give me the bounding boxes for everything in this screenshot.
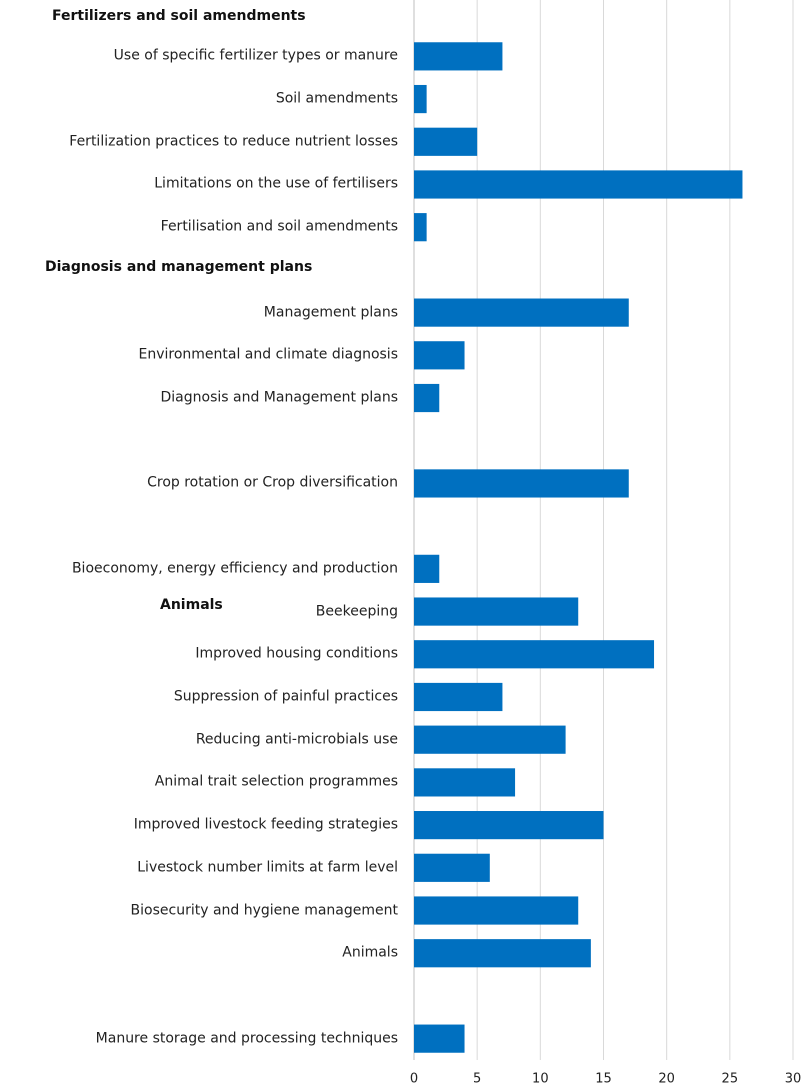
y-tick-label: Environmental and climate diagnosis <box>138 346 398 363</box>
x-tick-label: 10 <box>532 1072 549 1087</box>
y-tick-label: Fertilisation and soil amendments <box>160 218 398 235</box>
y-tick-label: Reducing anti-microbials use <box>195 731 398 748</box>
y-tick-label: Biosecurity and hygiene management <box>130 902 398 919</box>
group-header: Fertilizers and soil amendments <box>52 8 306 24</box>
y-tick-label: Fertilization practices to reduce nutrie… <box>69 133 398 150</box>
y-tick-label: Use of specific fertilizer types or manu… <box>113 47 398 64</box>
y-tick-label: Management plans <box>263 304 398 321</box>
bar <box>414 640 655 669</box>
bar <box>414 127 478 156</box>
bar <box>414 853 490 882</box>
bar <box>414 341 465 370</box>
bar <box>414 84 427 114</box>
bar <box>414 682 503 712</box>
bar <box>414 896 579 925</box>
y-tick-label: Soil amendments <box>275 90 398 107</box>
y-tick-label: Beekeeping <box>315 603 398 620</box>
y-tick-label: Suppression of painful practices <box>173 688 398 705</box>
bar <box>414 42 503 71</box>
bar <box>414 298 629 327</box>
y-tick-label: Improved housing conditions <box>195 645 398 662</box>
x-tick-label: 0 <box>410 1072 418 1087</box>
bar <box>414 213 427 242</box>
bar <box>414 383 440 413</box>
bar <box>414 811 604 840</box>
x-tick-label: 15 <box>595 1072 612 1087</box>
y-tick-label: Limitations on the use of fertilisers <box>154 175 398 192</box>
x-tick-label: 20 <box>658 1072 675 1087</box>
bar <box>414 469 629 498</box>
bar <box>414 597 579 626</box>
bar <box>414 170 743 199</box>
bar <box>414 725 566 754</box>
group-header: Animals <box>160 597 223 613</box>
bar <box>414 939 591 968</box>
bar <box>414 554 440 583</box>
bar <box>414 768 516 797</box>
y-tick-label: Improved livestock feeding strategies <box>133 816 398 833</box>
x-tick-label: 30 <box>785 1072 802 1087</box>
y-tick-label: Animals <box>342 944 398 961</box>
y-tick-label: Livestock number limits at farm level <box>137 859 398 876</box>
y-tick-label: Animal trait selection programmes <box>154 773 398 790</box>
x-tick-label: 25 <box>722 1072 739 1087</box>
y-tick-label: Bioeconomy, energy efficiency and produc… <box>71 560 398 577</box>
x-tick-label: 5 <box>473 1072 481 1087</box>
bar <box>414 1024 465 1053</box>
y-tick-label: Crop rotation or Crop diversification <box>147 474 398 491</box>
y-tick-label: Manure storage and processing techniques <box>95 1030 398 1047</box>
group-header: Diagnosis and management plans <box>45 259 313 275</box>
y-tick-label: Diagnosis and Management plans <box>160 389 399 406</box>
